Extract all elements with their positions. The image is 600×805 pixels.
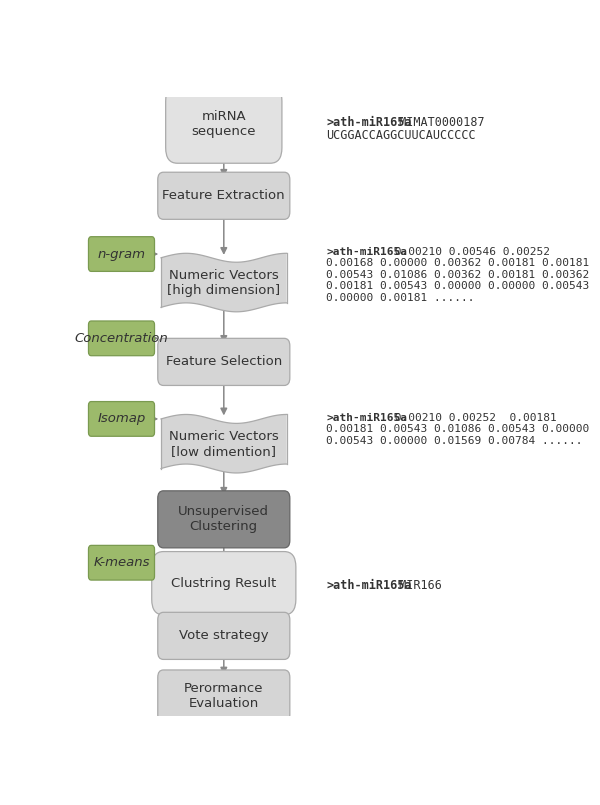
- Text: 0.00181 0.00543 0.01086 0.00543 0.00000: 0.00181 0.00543 0.01086 0.00543 0.00000: [326, 424, 589, 434]
- Text: Numeric Vectors
[low dimention]: Numeric Vectors [low dimention]: [169, 430, 278, 458]
- Text: Concentration: Concentration: [74, 332, 169, 345]
- FancyBboxPatch shape: [152, 551, 296, 615]
- Text: Clustring Result: Clustring Result: [171, 576, 277, 590]
- Text: >ath-miR165a: >ath-miR165a: [326, 413, 407, 423]
- Text: MIR166: MIR166: [392, 579, 442, 592]
- FancyBboxPatch shape: [88, 321, 155, 356]
- FancyBboxPatch shape: [88, 237, 155, 271]
- Text: Isomap: Isomap: [97, 412, 146, 425]
- Text: MIMAT0000187: MIMAT0000187: [392, 117, 485, 130]
- FancyBboxPatch shape: [88, 545, 155, 580]
- Text: 0.00543 0.00000 0.01569 0.00784 ......: 0.00543 0.00000 0.01569 0.00784 ......: [326, 436, 583, 446]
- Text: Unsupervised
Clustering: Unsupervised Clustering: [178, 506, 269, 534]
- Text: K-means: K-means: [93, 556, 150, 569]
- FancyBboxPatch shape: [158, 172, 290, 219]
- FancyBboxPatch shape: [158, 613, 290, 659]
- Text: 0.00000 0.00181 ......: 0.00000 0.00181 ......: [326, 293, 475, 303]
- Text: 0.00181 0.00543 0.00000 0.00000 0.00543: 0.00181 0.00543 0.00000 0.00000 0.00543: [326, 281, 589, 291]
- Text: n-gram: n-gram: [97, 248, 146, 261]
- Text: 0.00210 0.00252  0.00181: 0.00210 0.00252 0.00181: [388, 413, 557, 423]
- Text: Numeric Vectors
[high dimension]: Numeric Vectors [high dimension]: [167, 269, 280, 296]
- Text: >ath-miR165a: >ath-miR165a: [326, 246, 407, 257]
- FancyBboxPatch shape: [158, 338, 290, 386]
- FancyBboxPatch shape: [166, 86, 282, 163]
- Text: Perormance
Evaluation: Perormance Evaluation: [184, 682, 263, 710]
- Polygon shape: [161, 415, 287, 473]
- Text: 0.00168 0.00000 0.00362 0.00181 0.00181: 0.00168 0.00000 0.00362 0.00181 0.00181: [326, 258, 589, 268]
- Text: UCGGACCAGGCUUCAUCCCCC: UCGGACCAGGCUUCAUCCCCC: [326, 129, 476, 142]
- Polygon shape: [161, 254, 287, 312]
- Text: >ath-miR165a: >ath-miR165a: [326, 117, 412, 130]
- Text: Vote strategy: Vote strategy: [179, 630, 269, 642]
- FancyBboxPatch shape: [88, 402, 155, 436]
- Text: 0.00543 0.01086 0.00362 0.00181 0.00362: 0.00543 0.01086 0.00362 0.00181 0.00362: [326, 270, 589, 279]
- Text: miRNA
sequence: miRNA sequence: [191, 110, 256, 138]
- Text: 0.00210 0.00546 0.00252: 0.00210 0.00546 0.00252: [388, 246, 550, 257]
- FancyBboxPatch shape: [158, 670, 290, 722]
- Text: >ath-miR165a: >ath-miR165a: [326, 579, 412, 592]
- FancyBboxPatch shape: [158, 491, 290, 548]
- Text: Feature Selection: Feature Selection: [166, 355, 282, 369]
- Text: Feature Extraction: Feature Extraction: [163, 189, 285, 202]
